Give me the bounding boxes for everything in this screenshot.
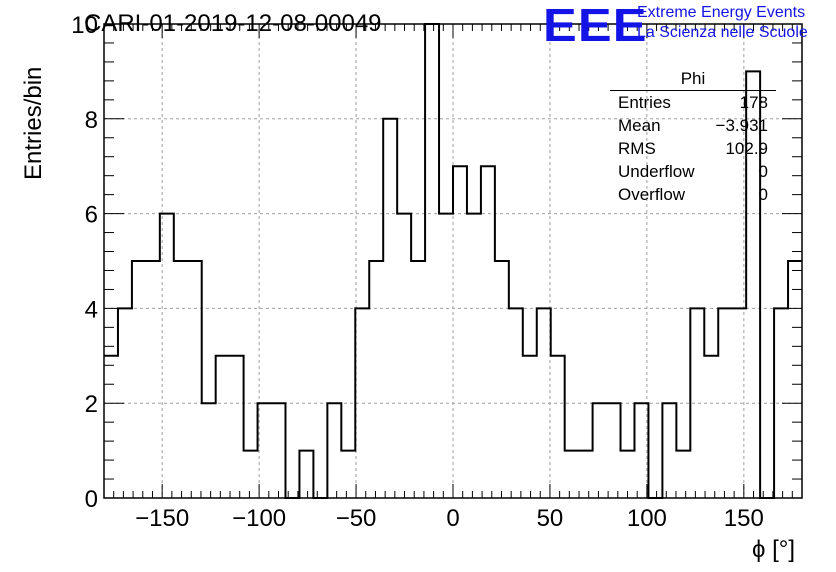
- stats-label: Mean: [618, 116, 661, 135]
- x-tick-label: 100: [627, 505, 667, 532]
- histogram-bin: [425, 24, 439, 498]
- logo-line-1: Extreme Energy Events: [637, 4, 806, 21]
- stats-value: −3.931: [715, 116, 768, 135]
- histogram-bin: [481, 166, 495, 498]
- histogram-bin: [607, 403, 621, 498]
- histogram-bin: [662, 403, 676, 498]
- x-tick-label: −50: [336, 505, 377, 532]
- histogram-bin: [411, 261, 425, 498]
- histogram-bin: [104, 356, 118, 498]
- y-tick-labels: 0 2 4 6 8 10: [71, 12, 98, 513]
- y-tick-label: 2: [85, 391, 98, 418]
- stats-row-underflow: Underflow 0: [610, 160, 776, 183]
- histogram-bin: [593, 403, 607, 498]
- histogram-outline: [104, 23, 802, 499]
- histogram-bin: [523, 356, 537, 498]
- x-tick-label: 0: [446, 505, 459, 532]
- histogram-bin: [676, 451, 690, 498]
- stats-value: 178: [739, 93, 768, 112]
- histogram-bin: [369, 261, 383, 498]
- y-tick-label: 6: [85, 202, 98, 229]
- histogram-bin: [327, 403, 341, 498]
- stats-label: Overflow: [618, 185, 686, 204]
- histogram-bin: [634, 403, 648, 498]
- stats-label: Underflow: [618, 162, 695, 181]
- histogram-bin: [258, 403, 272, 498]
- y-tick-label: 4: [85, 296, 98, 323]
- y-tick-label: 10: [71, 12, 98, 39]
- histogram-bin: [341, 451, 355, 498]
- chart-title: CARI-01-2019-12-08-00049: [84, 10, 382, 37]
- eee-logo-mark: EEE: [543, 0, 648, 51]
- histogram-bin: [579, 451, 593, 498]
- logo-line-2: La Scienza nelle Scuole: [637, 24, 808, 41]
- stats-value: 0: [758, 185, 768, 204]
- stats-box: Phi Entries 178 Mean −3.931 RMS 102.9 Un…: [610, 68, 776, 206]
- histogram-bin: [621, 451, 635, 498]
- stats-row-mean: Mean −3.931: [610, 114, 776, 137]
- x-tick-label: −100: [232, 505, 286, 532]
- histogram-bin: [565, 451, 579, 498]
- histogram-bin: [132, 261, 146, 498]
- x-axis-label: ϕ [°]: [752, 536, 796, 563]
- x-tick-label: −150: [135, 505, 189, 532]
- histogram-bin: [230, 356, 244, 498]
- stats-value: 102.9: [725, 139, 768, 158]
- histogram-bin: [244, 451, 258, 498]
- histogram-bin: [788, 261, 802, 498]
- stats-label: RMS: [618, 139, 656, 158]
- eee-logo-text: Extreme Energy Events La Scienza nelle S…: [637, 3, 808, 43]
- histogram-bin: [202, 403, 216, 498]
- y-axis-label: Entries/bin: [20, 66, 47, 180]
- histogram-bin: [704, 356, 718, 498]
- histogram-bin: [383, 119, 397, 498]
- stats-row-rms: RMS 102.9: [610, 137, 776, 160]
- y-tick-label: 8: [85, 107, 98, 134]
- stats-title: Phi: [610, 68, 776, 91]
- histogram-bin: [146, 261, 160, 498]
- stats-row-entries: Entries 178: [610, 91, 776, 114]
- x-tick-label: 50: [537, 505, 564, 532]
- histogram-bin: [272, 403, 286, 498]
- histogram-bin: [188, 261, 202, 498]
- y-tick-label: 0: [85, 486, 98, 513]
- stats-label: Entries: [618, 93, 671, 112]
- histogram-bin: [439, 214, 453, 498]
- histogram-bin: [174, 261, 188, 498]
- histogram-bin: [216, 356, 230, 498]
- x-tick-label: 150: [724, 505, 764, 532]
- axis-ticks: [104, 24, 802, 499]
- histogram-bin: [551, 356, 565, 498]
- histogram-bin: [453, 166, 467, 498]
- histogram-bin: [467, 214, 481, 498]
- stats-value: 0: [758, 162, 768, 181]
- histogram-bin: [495, 261, 509, 498]
- histogram-bin: [397, 214, 411, 498]
- stats-row-overflow: Overflow 0: [610, 183, 776, 206]
- x-tick-labels: −150 −100 −50 0 50 100 150: [135, 505, 764, 532]
- histogram-bin: [299, 451, 313, 498]
